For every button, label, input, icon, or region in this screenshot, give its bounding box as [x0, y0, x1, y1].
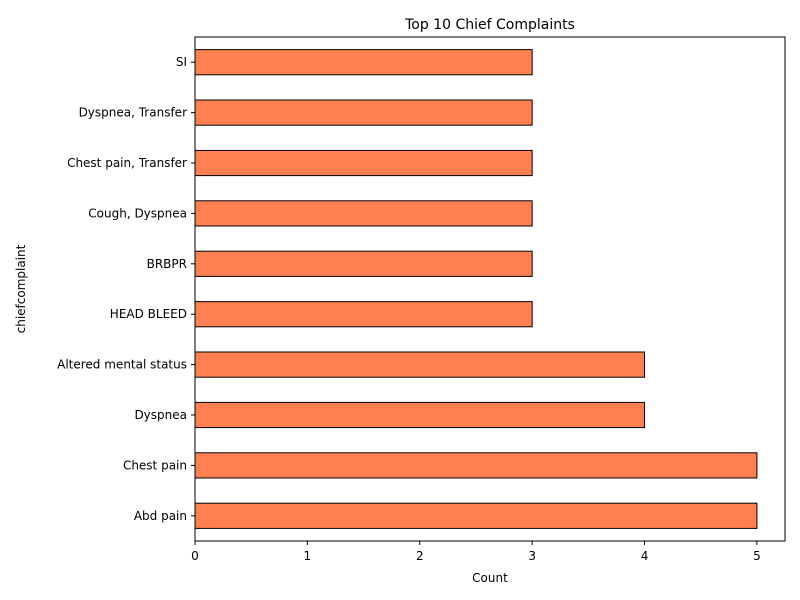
bar [194, 452, 758, 479]
y-tick-label: HEAD BLEED [110, 307, 187, 321]
bar [194, 200, 533, 227]
bar [194, 149, 533, 177]
y-tick-label: Chest pain, Transfer [67, 156, 187, 170]
x-tick-label: 0 [191, 549, 199, 563]
bar [194, 250, 533, 277]
bar [194, 351, 646, 378]
y-axis-label: chiefcomplaint [14, 244, 28, 333]
x-tick-label: 4 [641, 549, 649, 563]
y-tick-label: Altered mental status [57, 358, 187, 372]
y-tick-label: Abd pain [134, 509, 187, 523]
bar [194, 502, 758, 529]
y-tick-label: SI [176, 55, 187, 69]
bar [194, 301, 533, 328]
y-tick-label: Dyspnea [134, 408, 187, 422]
bar [194, 99, 533, 126]
y-tick-label: BRBPR [147, 257, 187, 271]
y-tick-label: Dyspnea, Transfer [79, 106, 188, 120]
plot-frame [194, 36, 786, 542]
y-tick-label: Chest pain [123, 458, 187, 472]
y-axis-ticks: Abd pain Chest pain Dyspnea Altered mental … [57, 55, 195, 523]
x-tick-label: 5 [753, 549, 761, 563]
bar [194, 49, 533, 76]
y-tick-label: Cough, Dyspnea [88, 206, 187, 220]
bar [194, 401, 646, 429]
x-tick-label: 1 [304, 549, 312, 563]
x-axis-ticks: 0 1 2 3 4 5 [191, 541, 761, 563]
x-axis-label: Count [472, 571, 508, 585]
x-tick-label: 3 [528, 549, 536, 563]
chart-title: Top 10 Chief Complaints [404, 17, 575, 33]
bars-group [194, 49, 758, 529]
x-tick-label: 2 [416, 549, 424, 563]
